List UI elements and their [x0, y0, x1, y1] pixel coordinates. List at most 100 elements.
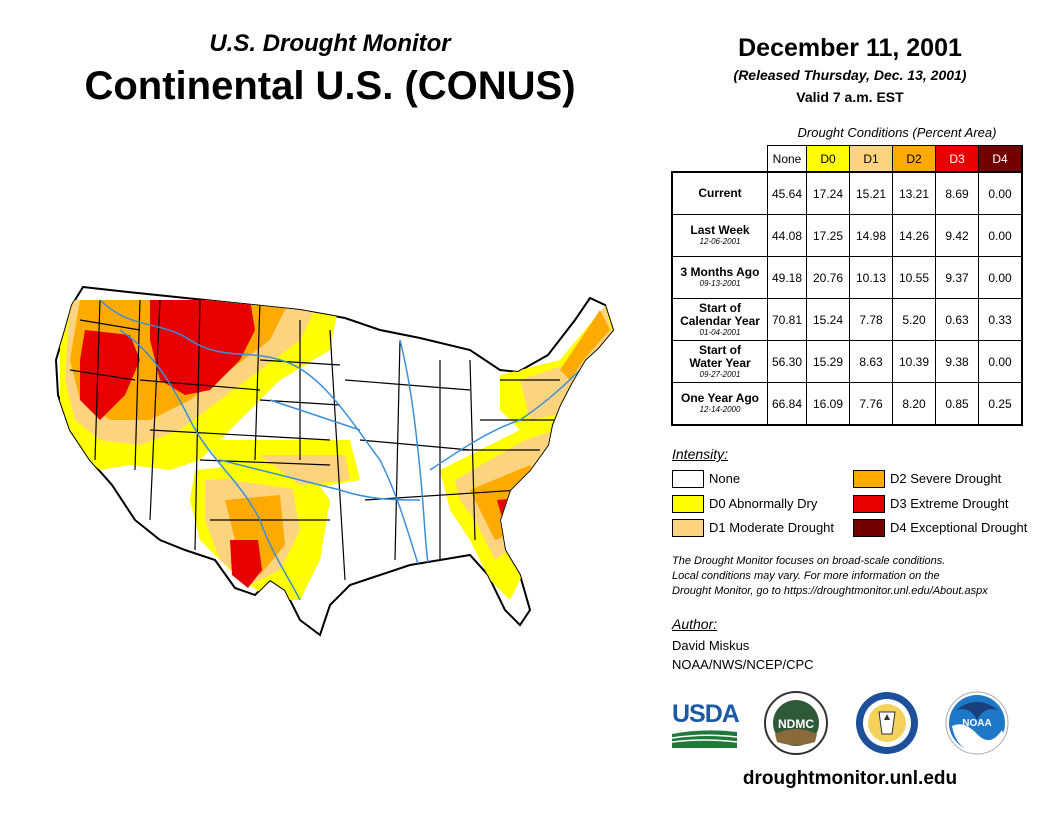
table-cell: 56.30 — [767, 340, 807, 383]
table-cell: 9.38 — [935, 340, 979, 383]
table-cell: 66.84 — [767, 382, 807, 426]
row-label-date: 09-27-2001 — [699, 369, 741, 379]
table-cell: 0.63 — [935, 298, 979, 341]
rivers — [99, 299, 591, 601]
table-corner — [672, 145, 768, 173]
row-label-date: 12-06-2001 — [699, 237, 741, 246]
legend-label: None — [709, 471, 741, 486]
legend-label: D2 Severe Drought — [890, 471, 1002, 486]
ndmc-logo: NDMC — [764, 691, 828, 755]
table-cell: 9.37 — [935, 256, 979, 299]
row-label: Start of Calendar Year 01-04-2001 — [671, 298, 768, 341]
table-cell: 15.24 — [806, 298, 850, 341]
table-cell: 10.13 — [849, 256, 893, 299]
col-d3: D3 — [935, 145, 979, 173]
table-cell: 10.55 — [892, 256, 936, 299]
row-label-date: 01-04-2001 — [699, 327, 741, 337]
release-date: (Released Thursday, Dec. 13, 2001) — [733, 67, 967, 83]
noaa-logo: NOAA — [945, 691, 1009, 755]
legend-swatch — [672, 519, 704, 537]
row-label: 3 Months Ago 09-13-2001 — [671, 256, 768, 299]
table-cell: 17.24 — [806, 171, 850, 215]
legend-title: Intensity: — [672, 446, 729, 462]
legend-swatch — [853, 519, 885, 537]
table-cell: 13.21 — [892, 171, 936, 215]
table-cell: 0.00 — [978, 256, 1023, 299]
table-cell: 15.29 — [806, 340, 850, 383]
row-label-date: 09-13-2001 — [699, 279, 741, 288]
map-date: December 11, 2001 — [738, 34, 962, 62]
row-label-text: One Year Ago — [680, 391, 760, 405]
col-d1: D1 — [849, 145, 893, 173]
row-label: Last Week 12-06-2001 — [671, 214, 768, 257]
conus-drought-map — [54, 285, 615, 637]
table-cell: 45.64 — [767, 171, 807, 215]
table-cell: 8.20 — [892, 382, 936, 426]
table-caption: Drought Conditions (Percent Area) — [797, 125, 997, 140]
table-cell: 8.63 — [849, 340, 893, 383]
author-heading: Author: — [672, 616, 718, 632]
note-line: The Drought Monitor focuses on broad-sca… — [672, 555, 946, 567]
table-cell: 20.76 — [806, 256, 850, 299]
legend-swatch — [672, 470, 704, 488]
noaa-logo-text: NOAA — [962, 718, 991, 729]
valid-time: Valid 7 a.m. EST — [796, 89, 904, 105]
row-label: One Year Ago 12-14-2000 — [671, 382, 768, 426]
col-d4: D4 — [978, 145, 1023, 173]
table-cell: 9.42 — [935, 214, 979, 257]
table-cell: 0.85 — [935, 382, 979, 426]
row-label: Current — [671, 171, 768, 215]
table-cell: 0.25 — [978, 382, 1023, 426]
table-cell: 44.08 — [767, 214, 807, 257]
table-row: Current 45.64 17.24 15.21 13.21 8.69 0.0… — [671, 171, 1023, 215]
table-header-row: None D0 D1 D2 D3 D4 — [672, 145, 1023, 173]
legend-swatch — [672, 495, 704, 513]
usda-logo-text: USDA — [672, 700, 740, 728]
row-label: Start of Water Year 09-27-2001 — [671, 340, 768, 383]
row-label-text: 3 Months Ago — [680, 265, 760, 279]
row-label-text: Start of — [699, 300, 741, 315]
table-cell: 17.25 — [806, 214, 850, 257]
table-row: Start of Water Year 09-27-2001 56.30 15.29… — [671, 340, 1023, 383]
map-subtitle: U.S. Drought Monitor — [209, 30, 451, 57]
table-cell: 10.39 — [892, 340, 936, 383]
legend-swatch — [853, 495, 885, 513]
col-d0: D0 — [806, 145, 850, 173]
usda-logo: USDA — [671, 700, 740, 748]
table-cell: 7.78 — [849, 298, 893, 341]
drought-conditions-table: None D0 D1 D2 D3 D4 Current 45.64 17.24 … — [671, 145, 1023, 426]
table-cell: 8.69 — [935, 171, 979, 215]
table-row: One Year Ago 12-14-2000 66.84 16.09 7.76 … — [671, 382, 1023, 426]
website-link[interactable]: droughtmonitor.unl.edu — [742, 768, 958, 789]
row-label-text-2: Calendar Year — [680, 313, 760, 328]
row-label-text: Current — [698, 186, 742, 200]
table-cell: 14.26 — [892, 214, 936, 257]
map-title: Continental U.S. (CONUS) — [84, 64, 576, 108]
row-label-date: 12-14-2000 — [699, 405, 741, 414]
author-name: David Miskus — [672, 638, 750, 653]
col-none: None — [767, 145, 807, 173]
table-row: 3 Months Ago 09-13-2001 49.18 20.76 10.13… — [671, 256, 1023, 299]
row-label-text: Last Week — [690, 223, 750, 237]
table-cell: 70.81 — [767, 298, 807, 341]
table-cell: 49.18 — [767, 256, 807, 299]
table-cell: 0.33 — [978, 298, 1023, 341]
table-row: Start of Calendar Year 01-04-2001 70.81 15… — [671, 298, 1023, 341]
table-cell: 0.00 — [978, 171, 1023, 215]
legend-swatch — [853, 470, 885, 488]
legend-label: D1 Moderate Drought — [709, 520, 835, 535]
table-cell: 16.09 — [806, 382, 850, 426]
note-line: Local conditions may vary. For more info… — [672, 570, 940, 582]
row-label-text-2: Water Year — [689, 355, 751, 370]
table-cell: 5.20 — [892, 298, 936, 341]
table-cell: 15.21 — [849, 171, 893, 215]
legend-label: D4 Exceptional Drought — [890, 520, 1028, 535]
commerce-seal-icon — [856, 692, 918, 754]
table-row: Last Week 12-06-2001 44.08 17.25 14.98 14… — [671, 214, 1023, 257]
author-organization: NOAA/NWS/NCEP/CPC — [672, 657, 814, 672]
map-note: The Drought Monitor focuses on broad-sca… — [672, 554, 1052, 599]
note-line: Drought Monitor, go to https://droughtmo… — [672, 585, 988, 597]
row-label-text: Start of — [699, 342, 741, 357]
ndmc-logo-text: NDMC — [778, 717, 814, 731]
col-d2: D2 — [892, 145, 936, 173]
